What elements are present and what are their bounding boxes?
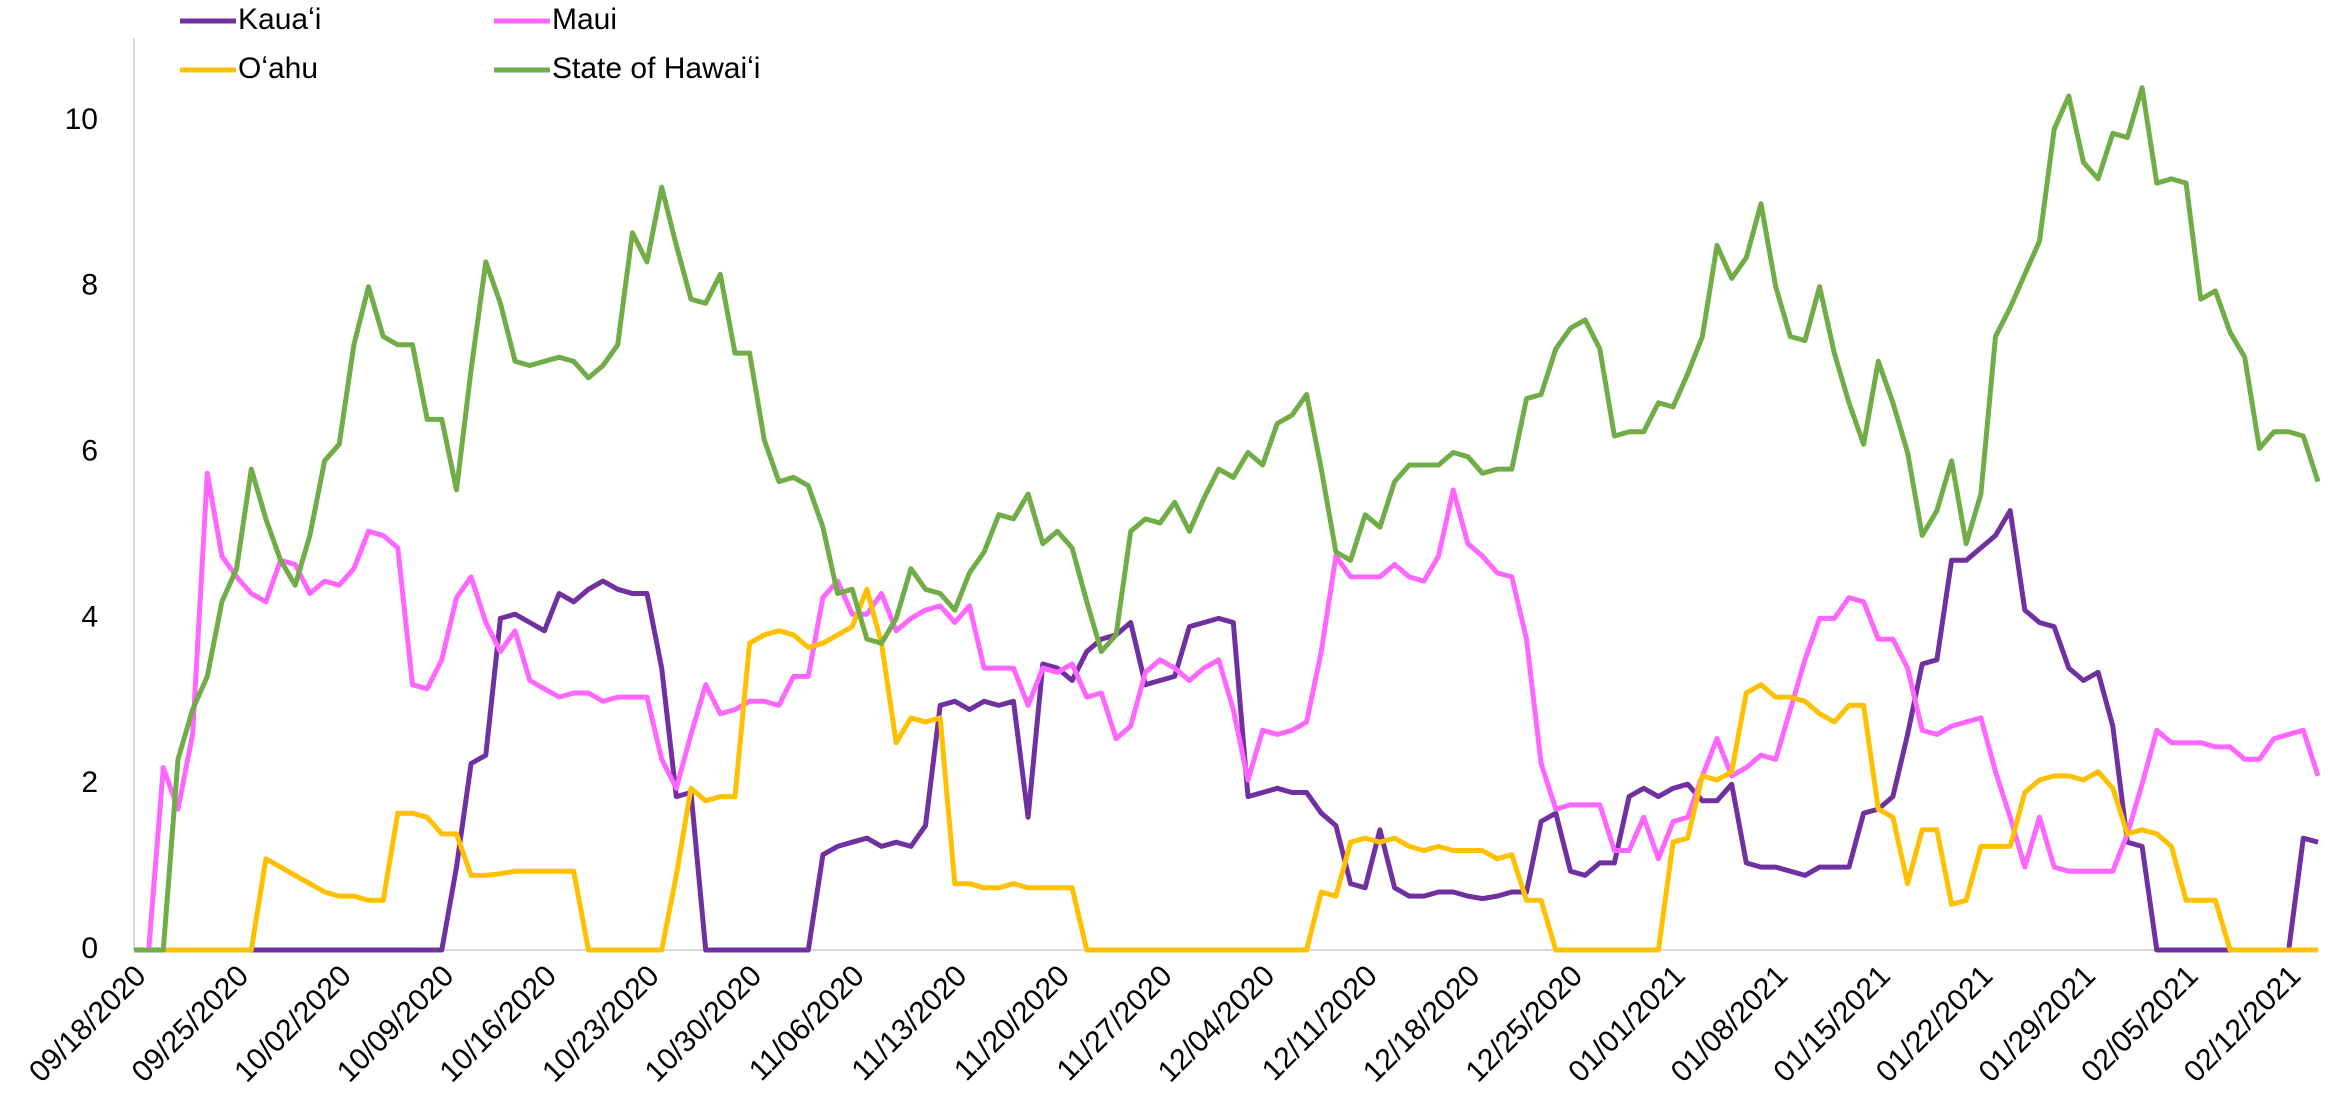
y-tick-label: 8 <box>81 269 98 302</box>
y-tick-label: 6 <box>81 434 98 467</box>
legend: Kauaʻi Maui Oʻahu State of Hawaiʻi <box>180 3 760 85</box>
y-tick-label: 4 <box>81 600 98 633</box>
series-line <box>134 85 2321 953</box>
legend-label: Maui <box>552 3 617 36</box>
legend-label: State of Hawaiʻi <box>552 52 760 85</box>
legend-label: Kauaʻi <box>238 3 321 36</box>
y-tick-label: 10 <box>65 103 98 136</box>
legend-label: Oʻahu <box>238 52 318 85</box>
series-line <box>134 508 2319 953</box>
y-tick-label: 0 <box>81 932 98 965</box>
series-line <box>134 586 2318 953</box>
series-line <box>134 470 2321 953</box>
y-tick-label: 2 <box>81 766 98 799</box>
